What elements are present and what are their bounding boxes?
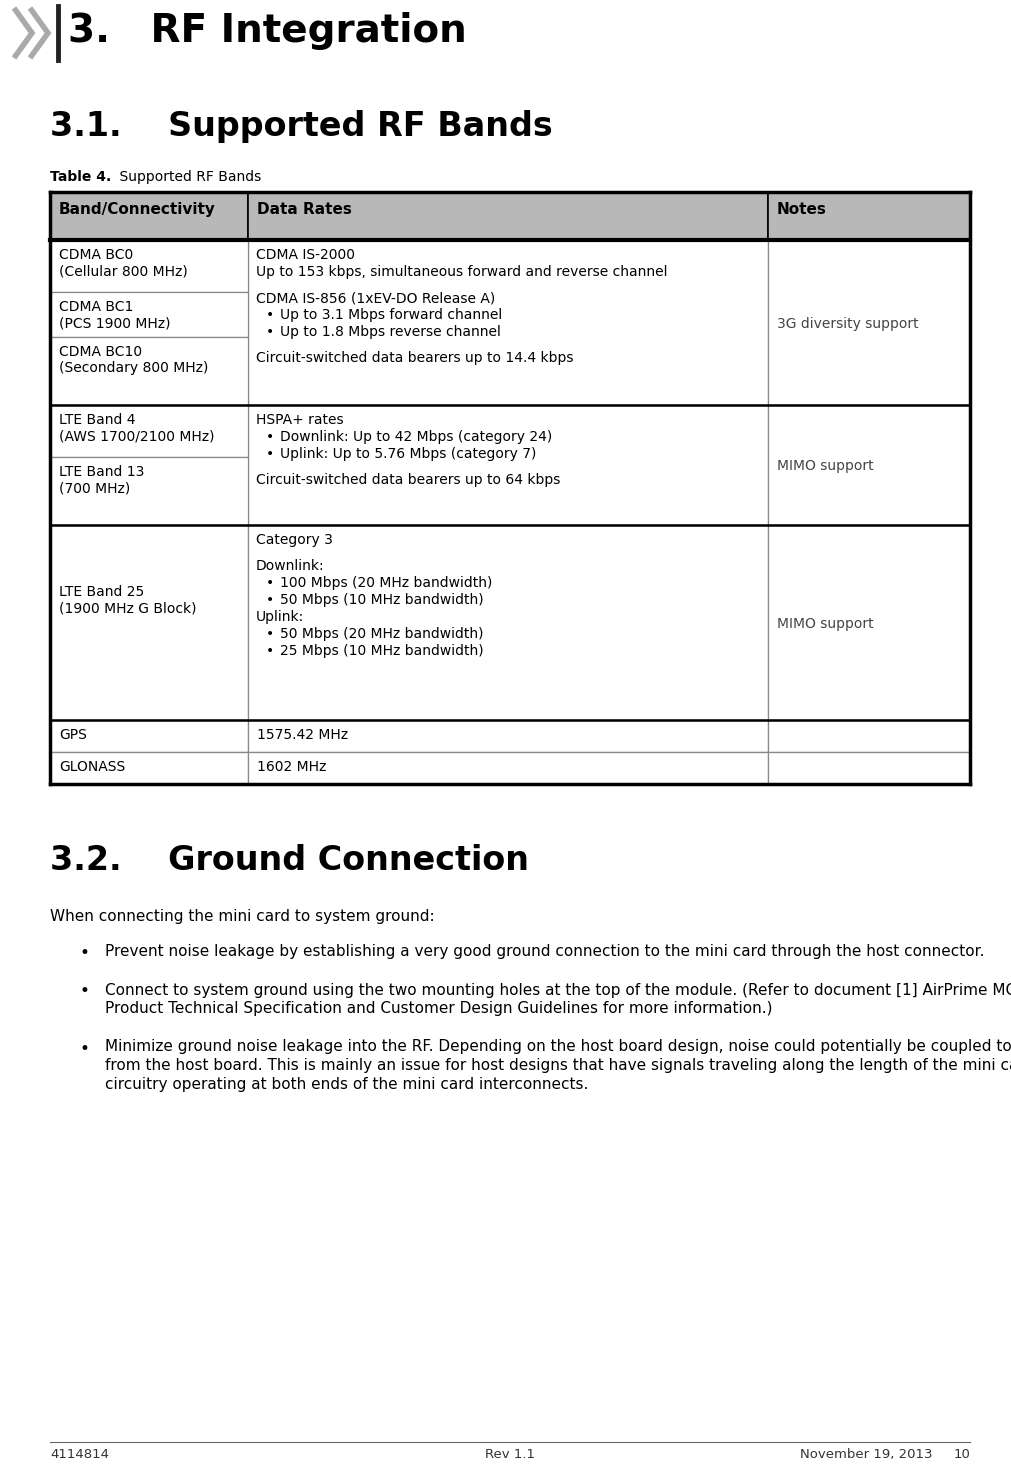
Bar <box>248 752 767 784</box>
Text: MIMO support: MIMO support <box>776 616 874 631</box>
Text: •: • <box>266 593 274 607</box>
Text: Circuit-switched data bearers up to 14.4 kbps: Circuit-switched data bearers up to 14.4… <box>256 351 573 366</box>
Text: CDMA IS-2000: CDMA IS-2000 <box>256 248 355 262</box>
Text: November 19, 2013: November 19, 2013 <box>800 1447 932 1461</box>
Text: 25 Mbps (10 MHz bandwidth): 25 Mbps (10 MHz bandwidth) <box>280 644 483 657</box>
Text: Uplink: Up to 5.76 Mbps (category 7): Uplink: Up to 5.76 Mbps (category 7) <box>280 447 536 461</box>
Bar <box>767 752 970 784</box>
Text: •: • <box>80 943 90 963</box>
Text: Prevent noise leakage by establishing a very good ground connection to the mini : Prevent noise leakage by establishing a … <box>105 943 985 960</box>
Text: Rev 1.1: Rev 1.1 <box>485 1447 535 1461</box>
Text: •: • <box>80 983 90 1001</box>
Text: 1602 MHz: 1602 MHz <box>257 761 327 774</box>
Text: LTE Band 13
(700 MHz): LTE Band 13 (700 MHz) <box>59 464 145 495</box>
Bar <box>248 192 767 240</box>
Text: Up to 1.8 Mbps reverse channel: Up to 1.8 Mbps reverse channel <box>280 324 500 339</box>
Bar <box>248 405 767 525</box>
Bar <box>50 752 248 784</box>
Bar <box>248 525 767 719</box>
Text: Band/Connectivity: Band/Connectivity <box>59 202 216 217</box>
Text: 3.1.    Supported RF Bands: 3.1. Supported RF Bands <box>50 111 553 143</box>
Text: 3.   RF Integration: 3. RF Integration <box>68 12 467 50</box>
Text: Supported RF Bands: Supported RF Bands <box>102 170 261 184</box>
Text: Notes: Notes <box>776 202 826 217</box>
Text: 4114814: 4114814 <box>50 1447 109 1461</box>
Text: circuitry operating at both ends of the mini card interconnects.: circuitry operating at both ends of the … <box>105 1076 588 1092</box>
Text: from the host board. This is mainly an issue for host designs that have signals : from the host board. This is mainly an i… <box>105 1058 1011 1073</box>
Text: Up to 153 kbps, simultaneous forward and reverse channel: Up to 153 kbps, simultaneous forward and… <box>256 265 667 279</box>
Text: 50 Mbps (10 MHz bandwidth): 50 Mbps (10 MHz bandwidth) <box>280 593 483 607</box>
Text: 3G diversity support: 3G diversity support <box>776 317 918 330</box>
Bar <box>767 192 970 240</box>
Text: 10: 10 <box>953 1447 970 1461</box>
Text: Product Technical Specification and Customer Design Guidelines for more informat: Product Technical Specification and Cust… <box>105 1001 772 1016</box>
Text: 100 Mbps (20 MHz bandwidth): 100 Mbps (20 MHz bandwidth) <box>280 576 492 590</box>
Text: Uplink:: Uplink: <box>256 610 304 624</box>
Bar <box>50 192 248 240</box>
Text: 3.2.    Ground Connection: 3.2. Ground Connection <box>50 845 529 877</box>
Text: •: • <box>266 308 274 321</box>
Text: •: • <box>80 1039 90 1057</box>
Text: Connect to system ground using the two mounting holes at the top of the module. : Connect to system ground using the two m… <box>105 983 1011 998</box>
Text: Table 4.: Table 4. <box>50 170 111 184</box>
Text: LTE Band 4
(AWS 1700/2100 MHz): LTE Band 4 (AWS 1700/2100 MHz) <box>59 413 214 444</box>
Text: Downlink: Up to 42 Mbps (category 24): Downlink: Up to 42 Mbps (category 24) <box>280 430 552 444</box>
Bar <box>50 192 970 240</box>
Text: 50 Mbps (20 MHz bandwidth): 50 Mbps (20 MHz bandwidth) <box>280 626 483 641</box>
Bar <box>50 405 248 457</box>
Text: Minimize ground noise leakage into the RF. Depending on the host board design, n: Minimize ground noise leakage into the R… <box>105 1039 1011 1054</box>
Text: •: • <box>266 324 274 339</box>
Bar <box>767 525 970 719</box>
Text: •: • <box>266 430 274 444</box>
Text: CDMA BC10
(Secondary 800 MHz): CDMA BC10 (Secondary 800 MHz) <box>59 345 208 376</box>
Text: Category 3: Category 3 <box>256 534 333 547</box>
Text: •: • <box>266 644 274 657</box>
Bar <box>50 240 248 292</box>
Bar <box>50 525 248 719</box>
Bar <box>248 719 767 752</box>
Text: •: • <box>266 576 274 590</box>
Text: When connecting the mini card to system ground:: When connecting the mini card to system … <box>50 909 435 924</box>
Text: MIMO support: MIMO support <box>776 458 874 473</box>
Bar <box>50 338 248 405</box>
Bar <box>50 719 248 752</box>
Text: GPS: GPS <box>59 728 87 741</box>
Text: CDMA BC1
(PCS 1900 MHz): CDMA BC1 (PCS 1900 MHz) <box>59 301 171 330</box>
Text: CDMA BC0
(Cellular 800 MHz): CDMA BC0 (Cellular 800 MHz) <box>59 248 188 279</box>
Text: LTE Band 25
(1900 MHz G Block): LTE Band 25 (1900 MHz G Block) <box>59 585 196 615</box>
Text: Circuit-switched data bearers up to 64 kbps: Circuit-switched data bearers up to 64 k… <box>256 473 560 486</box>
Text: •: • <box>266 626 274 641</box>
Text: GLONASS: GLONASS <box>59 761 125 774</box>
Bar <box>767 719 970 752</box>
Text: Up to 3.1 Mbps forward channel: Up to 3.1 Mbps forward channel <box>280 308 502 321</box>
Bar <box>767 405 970 525</box>
Text: CDMA IS-856 (1xEV-DO Release A): CDMA IS-856 (1xEV-DO Release A) <box>256 290 495 305</box>
Text: 1575.42 MHz: 1575.42 MHz <box>257 728 348 741</box>
Bar <box>50 292 248 338</box>
Bar <box>767 240 970 405</box>
Text: Data Rates: Data Rates <box>257 202 352 217</box>
Bar <box>248 240 767 405</box>
Text: HSPA+ rates: HSPA+ rates <box>256 413 344 427</box>
Bar <box>50 457 248 525</box>
Text: •: • <box>266 447 274 461</box>
Text: Downlink:: Downlink: <box>256 559 325 573</box>
